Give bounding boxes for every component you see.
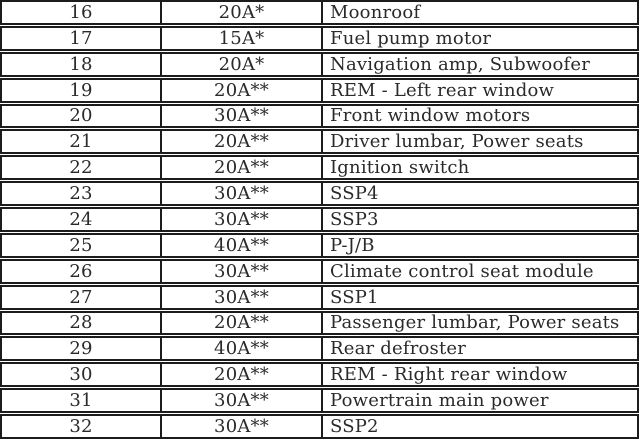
amp-rating-cell: 30A** xyxy=(162,416,323,437)
table-row: 22 20A** Ignition switch xyxy=(0,155,639,181)
description-cell: Fuel pump motor xyxy=(330,27,492,49)
fuse-number-cell: 21 xyxy=(2,131,162,153)
description-cell: SSP2 xyxy=(330,416,379,437)
table-row: 24 30A** SSP3 xyxy=(0,207,639,232)
table-row: 27 30A** SSP1 xyxy=(0,284,639,310)
table-row: 25 40A** P-J/B xyxy=(0,232,639,258)
fuse-number-cell: 27 xyxy=(2,286,162,308)
amp-rating-cell: 30A** xyxy=(162,105,323,127)
table-row: 20 30A** Front window motors xyxy=(0,103,639,129)
fuse-number-cell: 26 xyxy=(2,260,162,282)
fuse-number-cell: 31 xyxy=(2,390,162,411)
amp-rating-cell: 40A** xyxy=(162,234,323,256)
description-cell: SSP3 xyxy=(330,209,379,230)
table-row: 29 40A** Rear defroster xyxy=(0,336,639,362)
fuse-number-cell: 30 xyxy=(2,364,162,386)
description-cell: Powertrain main power xyxy=(330,390,549,411)
table-row: 16 20A* Moonroof xyxy=(0,0,639,25)
fuse-number-cell: 24 xyxy=(2,209,162,230)
amp-rating-cell: 20A* xyxy=(162,53,323,75)
description-cell: REM - Left rear window xyxy=(330,79,555,101)
table-row: 31 30A** Powertrain main power xyxy=(0,388,639,413)
fuse-number-cell: 32 xyxy=(2,416,162,437)
fuse-number-cell: 23 xyxy=(2,183,162,204)
description-cell: Ignition switch xyxy=(330,157,470,179)
table-row: 18 20A* Navigation amp, Subwoofer xyxy=(0,51,639,77)
amp-rating-cell: 30A** xyxy=(162,183,323,204)
amp-rating-cell: 30A** xyxy=(162,209,323,230)
fuse-number-cell: 18 xyxy=(2,53,162,75)
table-row: 23 30A** SSP4 xyxy=(0,181,639,206)
fuse-number-cell: 17 xyxy=(2,27,162,49)
amp-rating-cell: 30A** xyxy=(162,390,323,411)
amp-rating-cell: 20A** xyxy=(162,131,323,153)
description-cell: Moonroof xyxy=(330,2,421,23)
amp-rating-cell: 20A** xyxy=(162,364,323,386)
amp-rating-cell: 20A** xyxy=(162,157,323,179)
description-cell: Navigation amp, Subwoofer xyxy=(330,53,591,75)
description-cell: Driver lumbar, Power seats xyxy=(330,131,584,153)
amp-rating-cell: 30A** xyxy=(162,286,323,308)
amp-rating-cell: 20A* xyxy=(162,2,323,23)
table-row: 30 20A** REM - Right rear window xyxy=(0,362,639,388)
fuse-number-cell: 19 xyxy=(2,79,162,101)
fuse-number-cell: 22 xyxy=(2,157,162,179)
description-cell: Passenger lumbar, Power seats xyxy=(330,312,620,334)
fuse-number-cell: 28 xyxy=(2,312,162,334)
fuse-number-cell: 29 xyxy=(2,338,162,360)
amp-rating-cell: 40A** xyxy=(162,338,323,360)
description-cell: SSP4 xyxy=(330,183,379,204)
description-cell: Climate control seat module xyxy=(330,260,594,282)
description-cell: SSP1 xyxy=(330,286,379,308)
amp-rating-cell: 20A** xyxy=(162,79,323,101)
amp-rating-cell: 20A** xyxy=(162,312,323,334)
description-cell: REM - Right rear window xyxy=(330,364,568,386)
fuse-number-cell: 16 xyxy=(2,2,162,23)
fuse-number-cell: 25 xyxy=(2,234,162,256)
table-row: 17 15A* Fuel pump motor xyxy=(0,25,639,51)
table-row: 21 20A** Driver lumbar, Power seats xyxy=(0,129,639,155)
description-cell: P-J/B xyxy=(330,234,375,256)
table-row: 28 20A** Passenger lumbar, Power seats xyxy=(0,310,639,336)
amp-rating-cell: 15A* xyxy=(162,27,323,49)
amp-rating-cell: 30A** xyxy=(162,260,323,282)
description-cell: Front window motors xyxy=(330,105,531,127)
table-row: 32 30A** SSP2 xyxy=(0,414,639,439)
fuse-number-cell: 20 xyxy=(2,105,162,127)
description-cell: Rear defroster xyxy=(330,338,467,360)
table-row: 26 30A** Climate control seat module xyxy=(0,258,639,284)
table-row: 19 20A** REM - Left rear window xyxy=(0,77,639,103)
